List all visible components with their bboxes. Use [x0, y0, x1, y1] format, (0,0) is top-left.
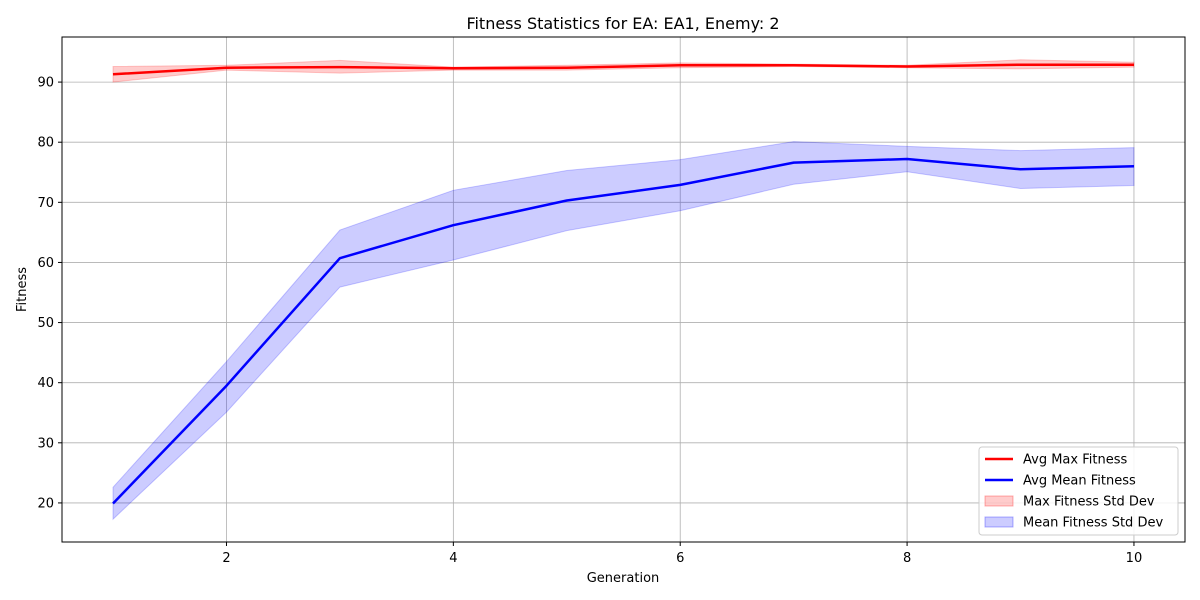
- std-dev-band: [112, 141, 1135, 521]
- x-tick-label: 4: [449, 551, 457, 566]
- x-axis-label: Generation: [587, 571, 660, 586]
- y-tick-label: 60: [37, 256, 54, 271]
- y-tick-label: 80: [37, 136, 54, 151]
- x-tick-label: 8: [903, 551, 911, 566]
- y-axis-label: Fitness: [15, 267, 30, 312]
- grid: [62, 37, 1185, 542]
- legend-patch-swatch: [984, 495, 1014, 507]
- series-line: [112, 157, 1135, 505]
- y-tick-label: 70: [37, 196, 54, 211]
- y-tick-label: 30: [37, 436, 54, 451]
- legend-box: [978, 446, 1179, 536]
- plot-area-frame: [61, 36, 1186, 543]
- legend-label: Avg Mean Fitness: [1023, 474, 1136, 489]
- legend-patch-swatch: [984, 516, 1014, 528]
- x-tick-label: 6: [676, 551, 684, 566]
- axis-ticks: 2 4 6 8 10 20 30 40 50 60 70 80 90: [37, 76, 1142, 566]
- x-tick-label: 10: [1126, 551, 1143, 566]
- y-tick-label: 40: [37, 376, 54, 391]
- legend: Avg Max Fitness Avg Mean Fitness Max Fitne…: [978, 446, 1179, 536]
- chart-title: Fitness Statistics for EA: EA1, Enemy: 2: [466, 14, 779, 33]
- legend-label: Avg Max Fitness: [1023, 453, 1127, 468]
- legend-label: Mean Fitness Std Dev: [1023, 516, 1163, 531]
- series-line: [112, 63, 1134, 76]
- legend-label: Max Fitness Std Dev: [1023, 495, 1155, 510]
- series-lines: [112, 63, 1135, 505]
- y-tick-label: 50: [37, 316, 54, 331]
- y-tick-label: 90: [37, 76, 54, 91]
- std-dev-band: [112, 59, 1135, 83]
- y-tick-label: 20: [37, 496, 54, 511]
- x-tick-label: 2: [222, 551, 230, 566]
